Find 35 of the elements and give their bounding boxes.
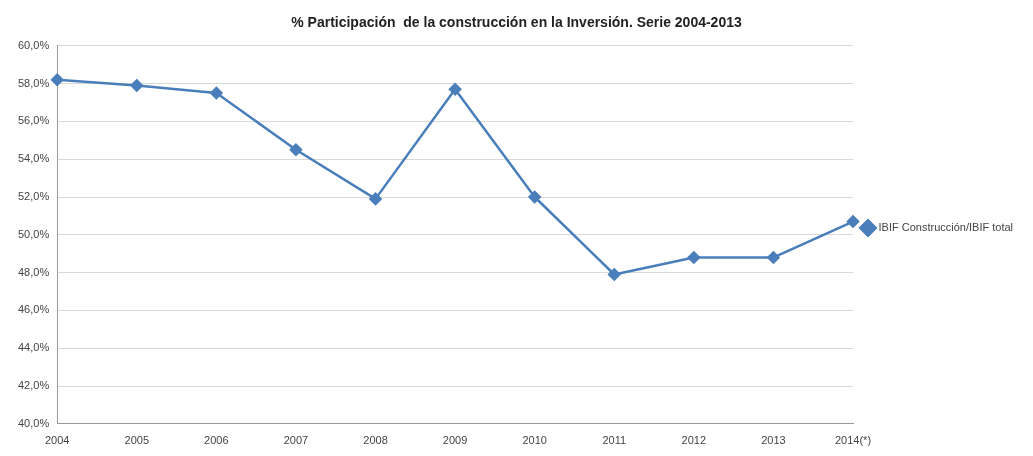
point xyxy=(369,192,382,206)
chart-title: % Participación de la construcción en la Inversión. Serie 2004-2013 xyxy=(291,14,742,31)
x-tick-label: 2008 xyxy=(363,434,388,447)
x-tick-label: 2004 xyxy=(44,434,70,447)
x-tick-label: 2010 xyxy=(522,434,547,447)
y-tick-label: 44,0% xyxy=(17,341,50,354)
point xyxy=(210,86,223,100)
x-tick-label: 2011 xyxy=(602,434,627,447)
point xyxy=(130,79,144,92)
x-tick-label: 2014(*) xyxy=(834,434,872,447)
y-tick-label: 58,0% xyxy=(17,76,50,89)
x-tick-label: 2007 xyxy=(283,434,309,447)
y-tick-label: 60,0% xyxy=(17,38,50,51)
point xyxy=(448,83,462,96)
x-tick-label: 2009 xyxy=(442,434,468,447)
y-tick-label: 52,0% xyxy=(17,190,50,203)
point xyxy=(50,73,64,87)
point xyxy=(687,251,701,264)
x-tick-label: 2005 xyxy=(124,434,150,447)
point xyxy=(289,143,303,156)
y-tick-label: 46,0% xyxy=(17,303,50,316)
legend-label: IBIF Construcción/IBIF total xyxy=(878,221,1014,234)
point xyxy=(767,251,780,264)
y-tick-label: 56,0% xyxy=(17,114,50,127)
y-tick-label: 40,0% xyxy=(17,416,50,429)
point xyxy=(608,268,621,281)
y-tick-label: 42,0% xyxy=(17,379,50,392)
y-tick-label: 54,0% xyxy=(17,152,50,165)
x-tick-label: 2012 xyxy=(681,434,707,447)
point xyxy=(846,215,860,228)
y-tick-label: 48,0% xyxy=(17,265,50,278)
y-tick-label: 50,0% xyxy=(17,227,50,240)
x-tick-label: 2013 xyxy=(761,434,786,447)
x-tick-label: 2006 xyxy=(204,434,229,447)
point xyxy=(528,190,541,204)
